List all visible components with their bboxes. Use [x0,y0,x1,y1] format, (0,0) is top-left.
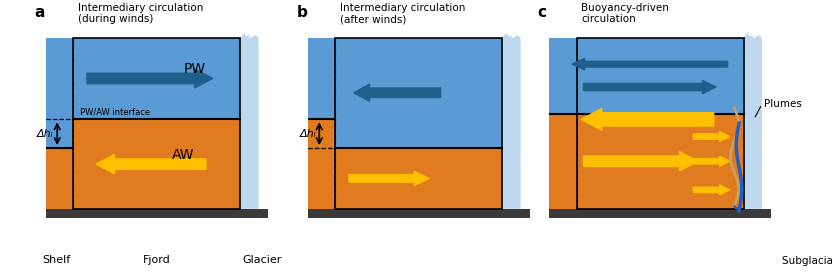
FancyArrow shape [349,171,429,186]
Bar [39,148,73,209]
Text: PW: PW [183,62,206,76]
FancyArrow shape [693,156,730,166]
Bar [542,114,577,209]
FancyArrow shape [572,59,728,70]
Bar [301,38,335,119]
Polygon shape [503,33,521,209]
Bar [577,38,744,114]
Polygon shape [744,33,762,209]
Bar [301,209,530,232]
Text: Shelf: Shelf [42,255,70,265]
FancyArrow shape [87,69,213,88]
FancyArrow shape [693,132,730,141]
Bar [73,38,240,119]
Text: c: c [537,5,547,20]
Bar [301,119,335,209]
Text: Buoyancy-driven
circulation: Buoyancy-driven circulation [582,3,669,24]
Bar [542,209,771,232]
FancyArrow shape [582,108,714,130]
Text: AW: AW [171,148,195,162]
FancyArrow shape [583,80,716,94]
Text: Subglacial runoff: Subglacial runoff [782,256,832,266]
Text: a: a [34,5,45,20]
FancyArrow shape [734,206,740,209]
Text: Plumes: Plumes [765,99,802,109]
Polygon shape [240,33,259,209]
Text: Fjord: Fjord [143,255,171,265]
Bar [39,38,73,148]
Text: PW/AW interface: PW/AW interface [80,108,151,116]
Text: Δhᵢ: Δhᵢ [37,129,54,139]
FancyArrow shape [693,185,730,195]
Bar [577,114,744,209]
Bar [335,38,503,148]
Bar [577,38,744,209]
Bar [335,38,503,209]
Text: Δhᵢ: Δhᵢ [300,129,316,139]
Bar [335,148,503,209]
Text: Intermediary circulation
(after winds): Intermediary circulation (after winds) [339,3,465,24]
Bar [73,38,240,209]
Bar [39,209,268,232]
FancyArrow shape [354,84,441,101]
Text: b: b [296,5,307,20]
Text: Glacier: Glacier [243,255,282,265]
FancyArrow shape [583,152,698,171]
Bar [73,119,240,209]
FancyArrow shape [97,155,206,174]
Text: Intermediary circulation
(during winds): Intermediary circulation (during winds) [78,3,203,24]
Bar [542,38,577,114]
